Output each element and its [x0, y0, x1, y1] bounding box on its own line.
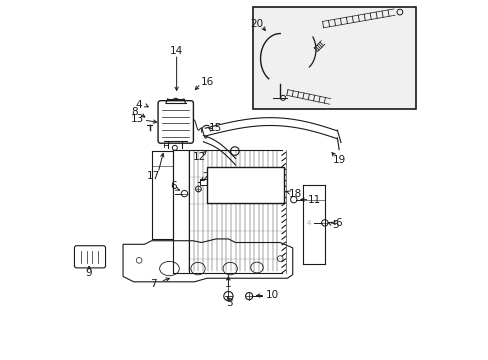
Text: 1: 1 [224, 279, 231, 289]
Bar [200, 179, 208, 185]
Bar [206, 167, 283, 203]
Text: 5: 5 [332, 220, 338, 230]
Bar [253, 7, 415, 109]
Text: 13: 13 [130, 114, 143, 124]
Circle shape [224, 183, 226, 185]
Text: 18: 18 [288, 189, 301, 199]
Text: 19: 19 [332, 156, 345, 165]
Text: 3: 3 [225, 298, 232, 308]
Text: 11: 11 [307, 195, 320, 204]
Text: 15: 15 [208, 123, 222, 133]
Text: 12: 12 [193, 152, 206, 162]
Text: 7: 7 [150, 279, 156, 289]
Circle shape [219, 183, 221, 185]
Text: 8: 8 [131, 107, 138, 117]
Text: 10: 10 [265, 290, 278, 300]
Text: 4: 4 [136, 100, 142, 110]
Text: 14: 14 [170, 46, 183, 57]
Text: 2: 2 [202, 172, 209, 183]
Text: 20: 20 [250, 18, 263, 28]
Text: 4: 4 [306, 220, 311, 226]
Text: 6: 6 [334, 218, 341, 228]
FancyBboxPatch shape [74, 246, 105, 268]
Circle shape [214, 183, 217, 185]
Text: 6: 6 [170, 181, 177, 192]
Text: 9: 9 [85, 268, 92, 278]
Text: 16: 16 [200, 77, 213, 87]
Text: 17: 17 [146, 171, 160, 181]
FancyBboxPatch shape [158, 101, 193, 143]
